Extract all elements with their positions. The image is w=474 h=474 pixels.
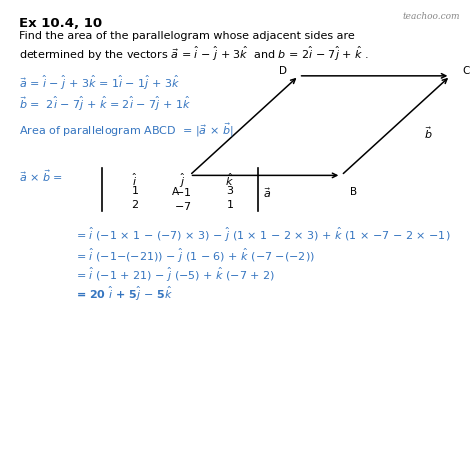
Text: 1: 1 — [227, 200, 233, 210]
Text: D: D — [279, 66, 287, 76]
Text: determined by the vectors $\vec{a}$ = $\hat{i}$ $-$ $\hat{j}$ + 3$\hat{k}$  and : determined by the vectors $\vec{a}$ = $\… — [19, 45, 369, 63]
Text: $-1$: $-1$ — [174, 186, 191, 198]
Text: A: A — [172, 187, 179, 197]
Text: $\vec{b}$: $\vec{b}$ — [424, 125, 433, 141]
Text: $\vec{a}$ $\times$ $\vec{b}$ =: $\vec{a}$ $\times$ $\vec{b}$ = — [19, 168, 63, 184]
Text: B: B — [349, 187, 357, 197]
Text: $-7$: $-7$ — [174, 200, 191, 212]
Text: $\hat{i}$: $\hat{i}$ — [132, 172, 138, 188]
Text: Find the area of the parallelogram whose adjacent sides are: Find the area of the parallelogram whose… — [19, 31, 355, 41]
Text: $\hat{j}$: $\hat{j}$ — [179, 172, 186, 190]
Text: = $\hat{i}$ ($-$1 + 21) $-$ $\hat{j}$ ($-$5) + $\hat{k}$ ($-$7 + 2): = $\hat{i}$ ($-$1 + 21) $-$ $\hat{j}$ ($… — [76, 265, 275, 284]
Text: $\hat{k}$: $\hat{k}$ — [226, 172, 234, 188]
Text: Area of parallelogram ABCD  = |$\vec{a}$ $\times$ $\vec{b}$|: Area of parallelogram ABCD = |$\vec{a}$ … — [19, 121, 233, 138]
Text: 1: 1 — [132, 186, 138, 196]
Text: Ex 10.4, 10: Ex 10.4, 10 — [19, 17, 102, 29]
Text: $\vec{a}$ = $\hat{i}$ $-$ $\hat{j}$ + 3$\hat{k}$ = 1$\hat{i}$ $-$ 1$\hat{j}$ + 3: $\vec{a}$ = $\hat{i}$ $-$ $\hat{j}$ + 3$… — [19, 73, 180, 92]
Text: = $\hat{i}$ ($-$1$-$($-$21)) $-$ $\hat{j}$ (1 $-$ 6) + $\hat{k}$ ($-$7 $-$($-$2): = $\hat{i}$ ($-$1$-$($-$21)) $-$ $\hat{j… — [76, 246, 315, 265]
Text: 2: 2 — [131, 200, 139, 210]
Text: 3: 3 — [227, 186, 233, 196]
Text: $\vec{a}$: $\vec{a}$ — [264, 186, 272, 200]
Text: $\vec{b}$ =  2$\hat{i}$ $-$ 7$\hat{j}$ + $\hat{k}$ = 2$\hat{i}$ $-$ 7$\hat{j}$ +: $\vec{b}$ = 2$\hat{i}$ $-$ 7$\hat{j}$ + … — [19, 95, 191, 113]
Text: = 20 $\hat{i}$ + 5$\hat{j}$ $-$ 5$\hat{k}$: = 20 $\hat{i}$ + 5$\hat{j}$ $-$ 5$\hat{k… — [76, 284, 173, 303]
Text: teachoo.com: teachoo.com — [402, 12, 460, 21]
Text: = $\hat{i}$ ($-$1 $\times$ 1 $-$ ($-$7) $\times$ 3) $-$ $\hat{j}$ (1 $\times$ 1 : = $\hat{i}$ ($-$1 $\times$ 1 $-$ ($-$7) … — [76, 225, 450, 244]
Text: C: C — [462, 66, 470, 76]
